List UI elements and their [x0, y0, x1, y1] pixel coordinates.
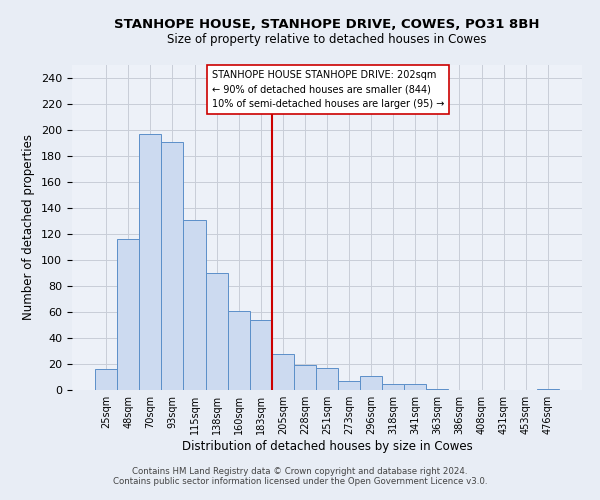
- Bar: [294, 366, 316, 390]
- Bar: [404, 384, 427, 390]
- Bar: [117, 239, 139, 390]
- Bar: [316, 368, 338, 390]
- Text: STANHOPE HOUSE STANHOPE DRIVE: 202sqm
← 90% of detached houses are smaller (844): STANHOPE HOUSE STANHOPE DRIVE: 202sqm ← …: [212, 70, 445, 110]
- X-axis label: Distribution of detached houses by size in Cowes: Distribution of detached houses by size …: [182, 440, 472, 453]
- Bar: [139, 134, 161, 390]
- Bar: [338, 381, 360, 390]
- Bar: [95, 369, 117, 390]
- Bar: [427, 388, 448, 390]
- Bar: [161, 142, 184, 390]
- Text: Contains public sector information licensed under the Open Government Licence v3: Contains public sector information licen…: [113, 477, 487, 486]
- Text: Size of property relative to detached houses in Cowes: Size of property relative to detached ho…: [167, 32, 487, 46]
- Y-axis label: Number of detached properties: Number of detached properties: [22, 134, 35, 320]
- Bar: [227, 310, 250, 390]
- Bar: [382, 384, 404, 390]
- Bar: [250, 320, 272, 390]
- Bar: [206, 273, 227, 390]
- Bar: [537, 388, 559, 390]
- Bar: [360, 376, 382, 390]
- Text: STANHOPE HOUSE, STANHOPE DRIVE, COWES, PO31 8BH: STANHOPE HOUSE, STANHOPE DRIVE, COWES, P…: [114, 18, 540, 30]
- Bar: [184, 220, 206, 390]
- Bar: [272, 354, 294, 390]
- Text: Contains HM Land Registry data © Crown copyright and database right 2024.: Contains HM Land Registry data © Crown c…: [132, 467, 468, 476]
